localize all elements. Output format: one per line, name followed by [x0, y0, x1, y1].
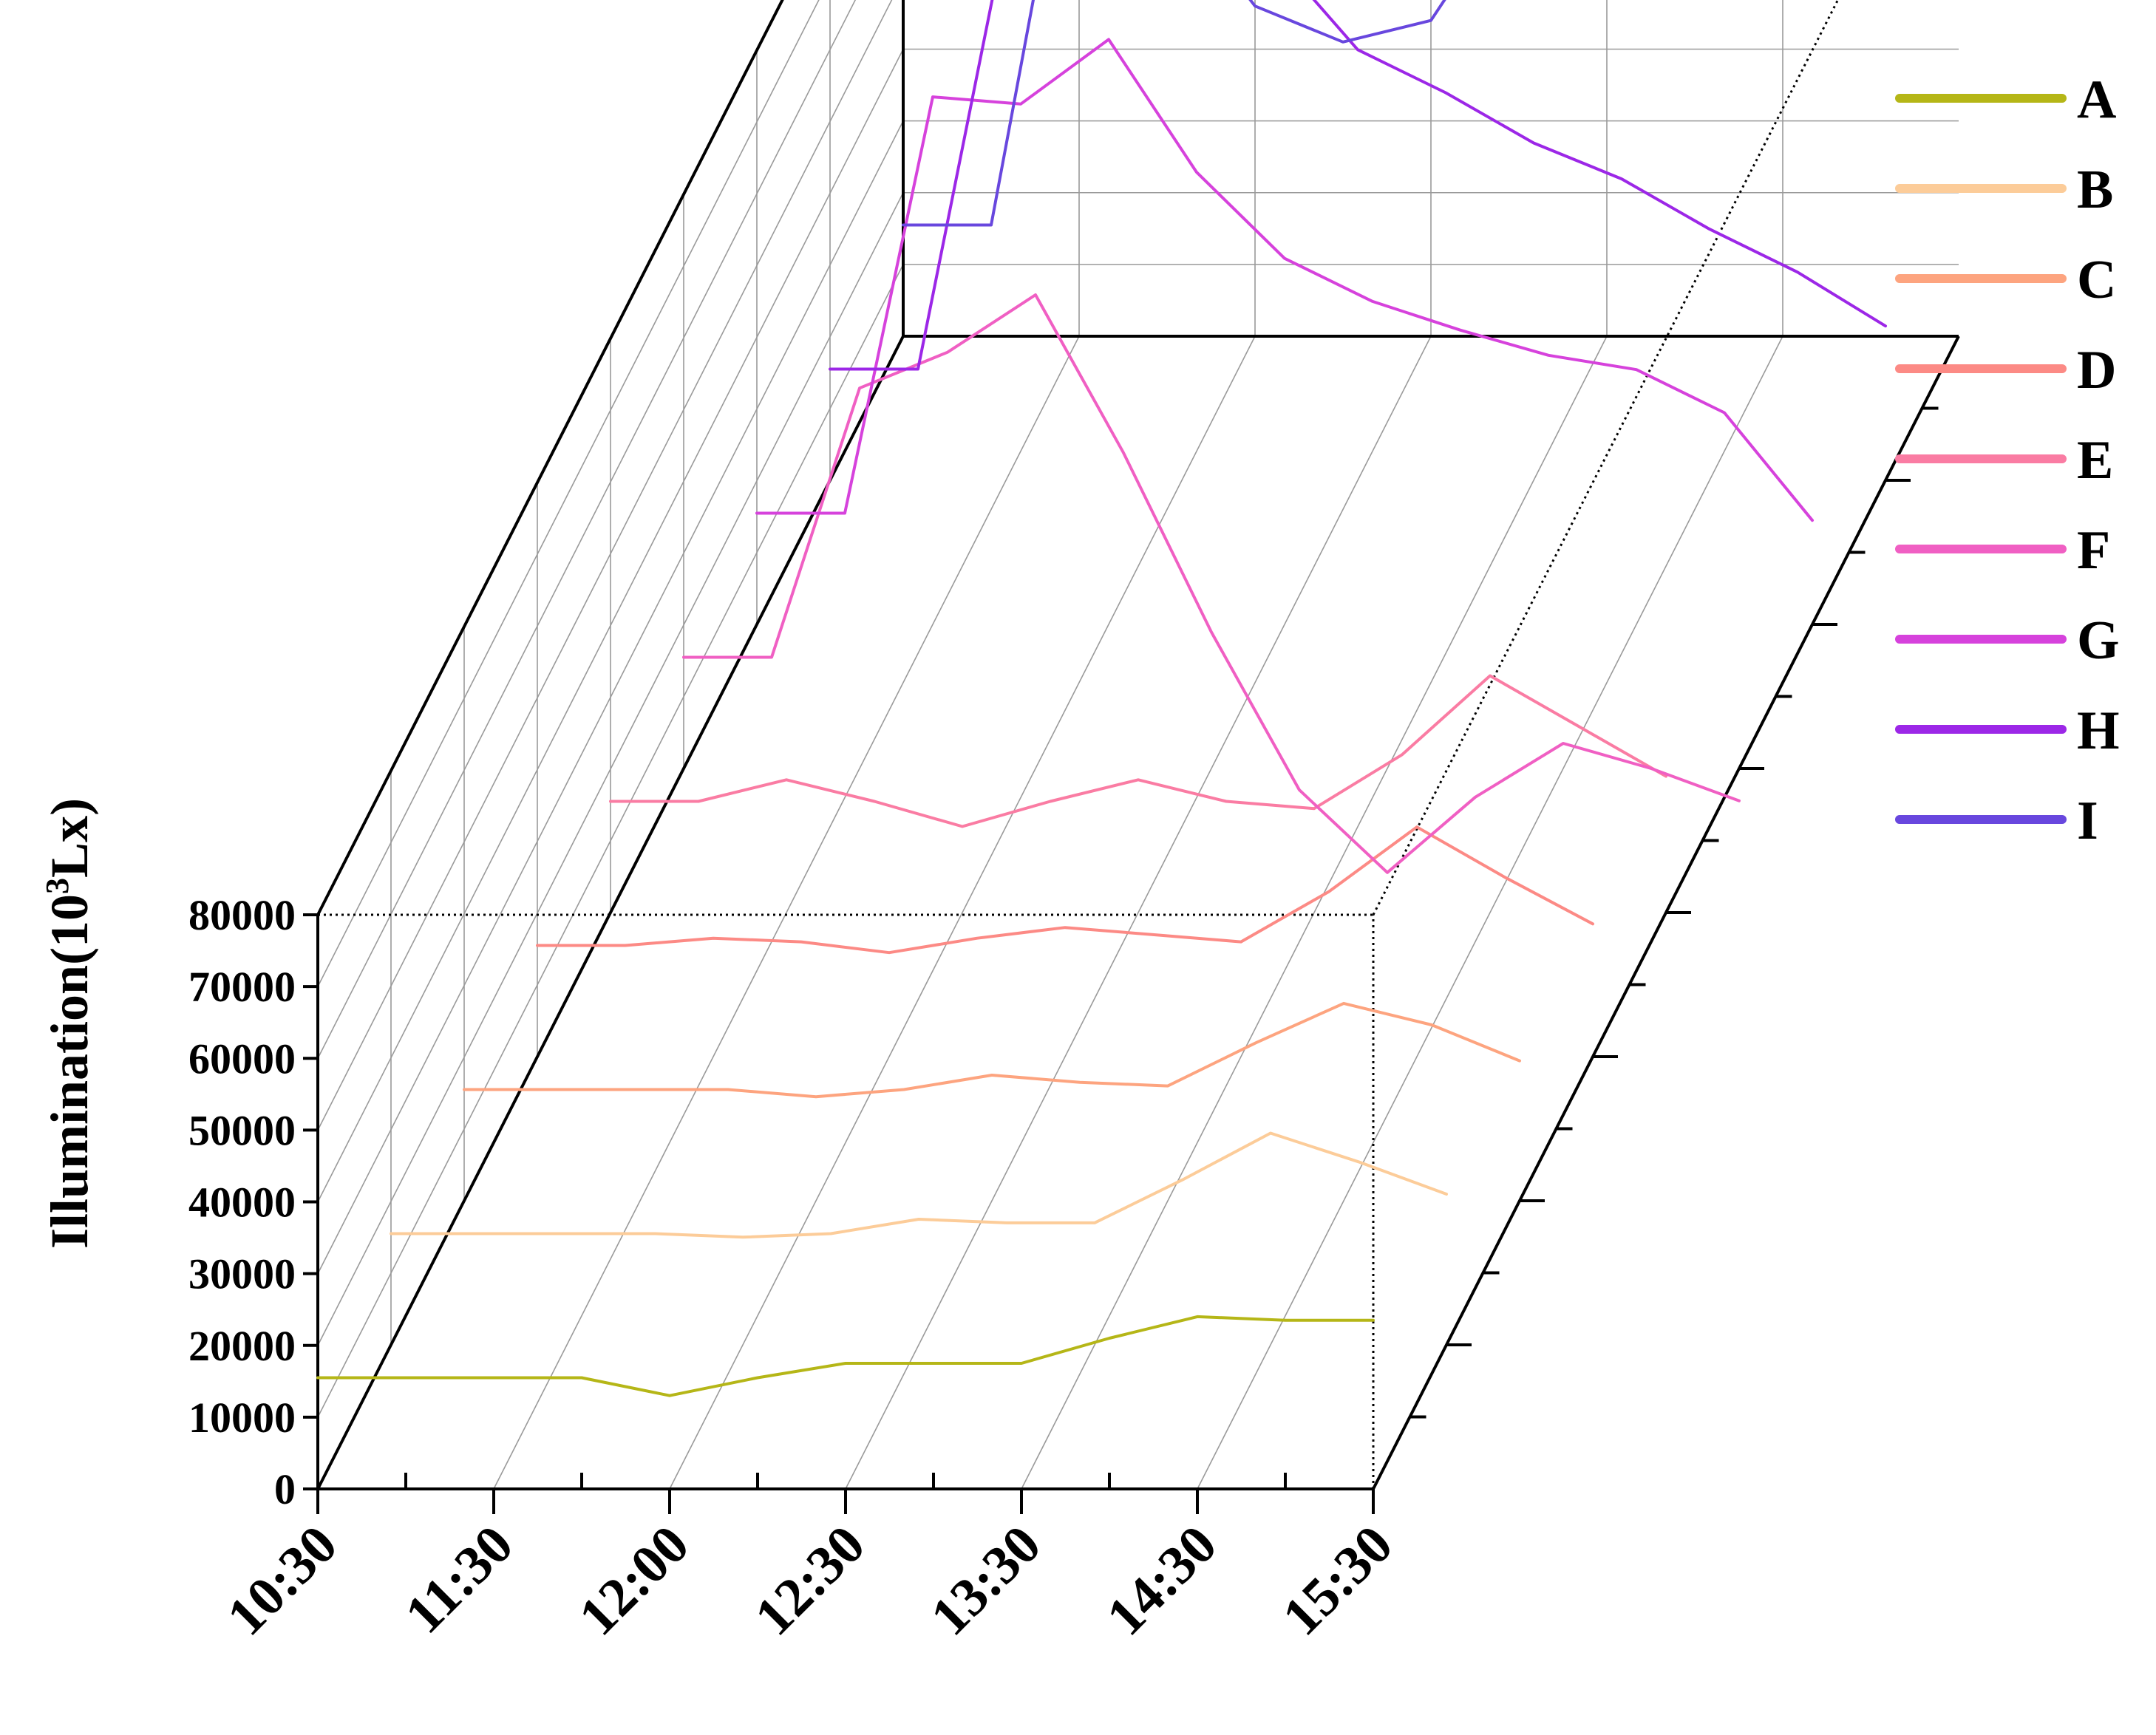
- left-wall-gridline-h: [317, 0, 820, 987]
- series-line-c: [463, 1001, 1521, 1099]
- y-axis-label-unit: Lx): [40, 798, 99, 878]
- x-tick-label: 10:30: [216, 1514, 349, 1647]
- left-wall-gridline-h: [317, 0, 857, 1059]
- legend-label-f: F: [2077, 520, 2110, 581]
- y-axis-label: Illumination(103Lx): [39, 798, 99, 1249]
- x-tick-labels: 10:30 11:30 12:00 12:30 13:30 14:30 15:30: [216, 1514, 1404, 1647]
- y-tick-label: 80000: [188, 891, 296, 939]
- y-tick-label: 0: [274, 1465, 296, 1513]
- left-wall-gridline-h: [317, 264, 904, 1418]
- legend-label-d: D: [2077, 340, 2116, 400]
- depth-axis-line: [316, 335, 905, 1490]
- y-tick-label: 30000: [188, 1250, 296, 1298]
- left-wall-gridline-h: [317, 49, 904, 1202]
- floor-gridline: [493, 335, 1080, 1490]
- y-tick-label: 50000: [188, 1106, 296, 1154]
- left-wall-gridline-h: [317, 120, 904, 1274]
- series-line-e: [609, 674, 1667, 828]
- y-tick-label: 10000: [188, 1394, 296, 1442]
- y-tick-label: 70000: [188, 963, 296, 1011]
- y-axis-label-superscript: 3: [39, 878, 75, 894]
- floor-gridline: [1021, 335, 1608, 1490]
- legend-label-i: I: [2077, 791, 2098, 851]
- x-tick-label: 12:30: [744, 1514, 877, 1647]
- series-line-h: [829, 0, 1887, 371]
- legend-label-e: E: [2077, 430, 2113, 491]
- grid-layer: [317, 0, 1959, 1490]
- y-tick-label: 40000: [188, 1179, 296, 1227]
- x-tick-label: 15:30: [1271, 1514, 1404, 1647]
- axes-layer: [303, 0, 1960, 1514]
- series-line-g: [755, 38, 1814, 522]
- legend-label-c: C: [2077, 250, 2116, 310]
- legend-label-b: B: [2077, 160, 2113, 220]
- series-line-a: [316, 1315, 1375, 1397]
- left-wall-gridline-h: [317, 192, 904, 1346]
- legend-label-h: H: [2077, 701, 2120, 761]
- series-layer: [316, 0, 1887, 1397]
- series-line-i: [902, 0, 1446, 227]
- x-tick-label: 14:30: [1095, 1514, 1228, 1647]
- legend-label-g: G: [2077, 610, 2120, 671]
- series-line-f: [682, 293, 1741, 874]
- floor-gridline: [669, 335, 1256, 1490]
- y-tick-labels: 0 10000 20000 30000 40000 50000 60000 70000 8000…: [188, 891, 296, 1513]
- y-tick-label: 60000: [188, 1034, 296, 1083]
- left-wall-gridline-h: [317, 0, 893, 1131]
- x-tick-label: 13:30: [919, 1514, 1053, 1647]
- right-top-dotted-edge: [1372, 0, 1840, 916]
- series-line-d: [536, 825, 1594, 955]
- y-tick-label: 20000: [188, 1322, 296, 1370]
- series-line-b: [390, 1131, 1448, 1239]
- x-tick-label: 12:00: [568, 1514, 701, 1647]
- floor-gridline: [845, 335, 1432, 1490]
- x-tick-label: 11:30: [394, 1514, 525, 1645]
- left-top-edge: [316, 0, 784, 916]
- y-axis-label-main: Illumination(10: [40, 894, 99, 1249]
- legend-label-a: A: [2077, 69, 2116, 130]
- floor-gridline: [1197, 335, 1783, 1490]
